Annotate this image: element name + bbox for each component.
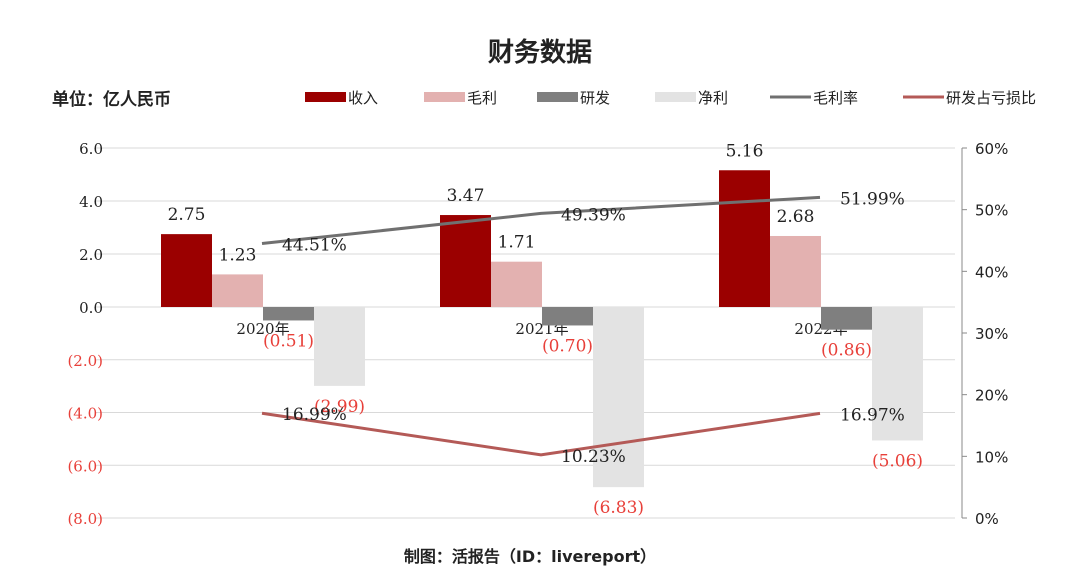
bar-value-label: 1.23 <box>219 245 257 265</box>
bar-value-label: (0.51) <box>263 331 314 351</box>
left-tick-label: 4.0 <box>79 193 103 211</box>
legend-label: 收入 <box>348 89 378 107</box>
category-label: 2020年 <box>236 320 289 338</box>
legend-label: 毛利 <box>467 89 497 107</box>
bars <box>161 170 923 488</box>
left-tick-label: 6.0 <box>79 140 103 158</box>
legend: 收入 毛利 研发 净利 毛利率 研发占亏损比 <box>305 89 1036 107</box>
left-tick-label: (4.0) <box>67 405 103 423</box>
bar-value-label: 2.68 <box>777 207 815 227</box>
legend-swatch-收入 <box>305 92 346 102</box>
left-tick-label: 0.0 <box>79 299 103 317</box>
bar-净利-2022年 <box>872 307 923 441</box>
right-tick-label: 20% <box>975 387 1008 405</box>
right-tick-label: 0% <box>975 510 999 528</box>
bar-收入-2022年 <box>719 170 770 307</box>
bar-value-label: (6.83) <box>593 498 644 518</box>
line-value-label: 16.99% <box>282 405 347 425</box>
left-tick-label: 2.0 <box>79 246 103 264</box>
line-value-label: 16.97% <box>840 405 905 425</box>
line-value-label: 49.39% <box>561 205 626 225</box>
right-tick-label: 30% <box>975 325 1008 343</box>
bar-value-label: 1.71 <box>498 233 536 253</box>
right-tick-label: 60% <box>975 140 1008 158</box>
right-tick-label: 50% <box>975 202 1008 220</box>
legend-label: 净利 <box>698 89 728 107</box>
right-tick-label: 40% <box>975 263 1008 281</box>
bar-净利-2020年 <box>314 307 365 386</box>
bar-value-label: 5.16 <box>726 141 764 161</box>
lines <box>261 195 821 457</box>
legend-label: 研发占亏损比 <box>946 89 1036 107</box>
left-tick-label: (2.0) <box>67 352 103 370</box>
bar-毛利-2022年 <box>770 235 821 307</box>
legend-label: 毛利率 <box>813 89 858 107</box>
bar-毛利-2021年 <box>491 261 542 307</box>
line-value-label: 51.99% <box>840 189 905 209</box>
legend-swatch-毛利 <box>424 92 465 102</box>
left-tick-label: (8.0) <box>67 510 103 528</box>
bar-value-label: (5.06) <box>872 451 923 471</box>
right-axis: 60% 50% 40% 30% 20% 10% 0% <box>961 140 1008 528</box>
left-axis: 6.0 4.0 2.0 0.0 (2.0) (4.0) (6.0) (8.0) <box>67 140 103 528</box>
bar-收入-2021年 <box>440 215 491 307</box>
bar-研发-2022年 <box>821 307 872 330</box>
unit-label: 单位：亿人民币 <box>52 89 171 110</box>
bar-value-label: (2.99) <box>314 397 365 417</box>
bar-value-label: (0.86) <box>821 341 872 361</box>
bar-value-label: 3.47 <box>447 186 485 206</box>
bar-净利-2021年 <box>593 307 644 488</box>
bar-value-label: 2.75 <box>168 205 206 225</box>
data-labels: 2.75 1.23 (0.51) (2.99) 3.47 1.71 (0.70) (6.83)… <box>168 141 923 518</box>
legend-label: 研发 <box>580 89 610 107</box>
chart-title: 财务数据 <box>488 38 592 68</box>
bar-毛利-2020年 <box>212 274 263 307</box>
bar-研发-2021年 <box>542 307 593 326</box>
bar-value-label: (0.70) <box>542 336 593 356</box>
bar-收入-2020年 <box>161 234 212 307</box>
bar-研发-2020年 <box>263 307 314 321</box>
left-tick-label: (6.0) <box>67 457 103 475</box>
legend-swatch-研发 <box>537 92 578 102</box>
footer-credit: 制图：活报告（ID：livereport） <box>404 547 656 566</box>
line-value-label: 10.23% <box>561 447 626 467</box>
right-tick-label: 10% <box>975 448 1008 466</box>
line-value-label: 44.51% <box>282 236 347 256</box>
legend-swatch-净利 <box>655 92 696 102</box>
